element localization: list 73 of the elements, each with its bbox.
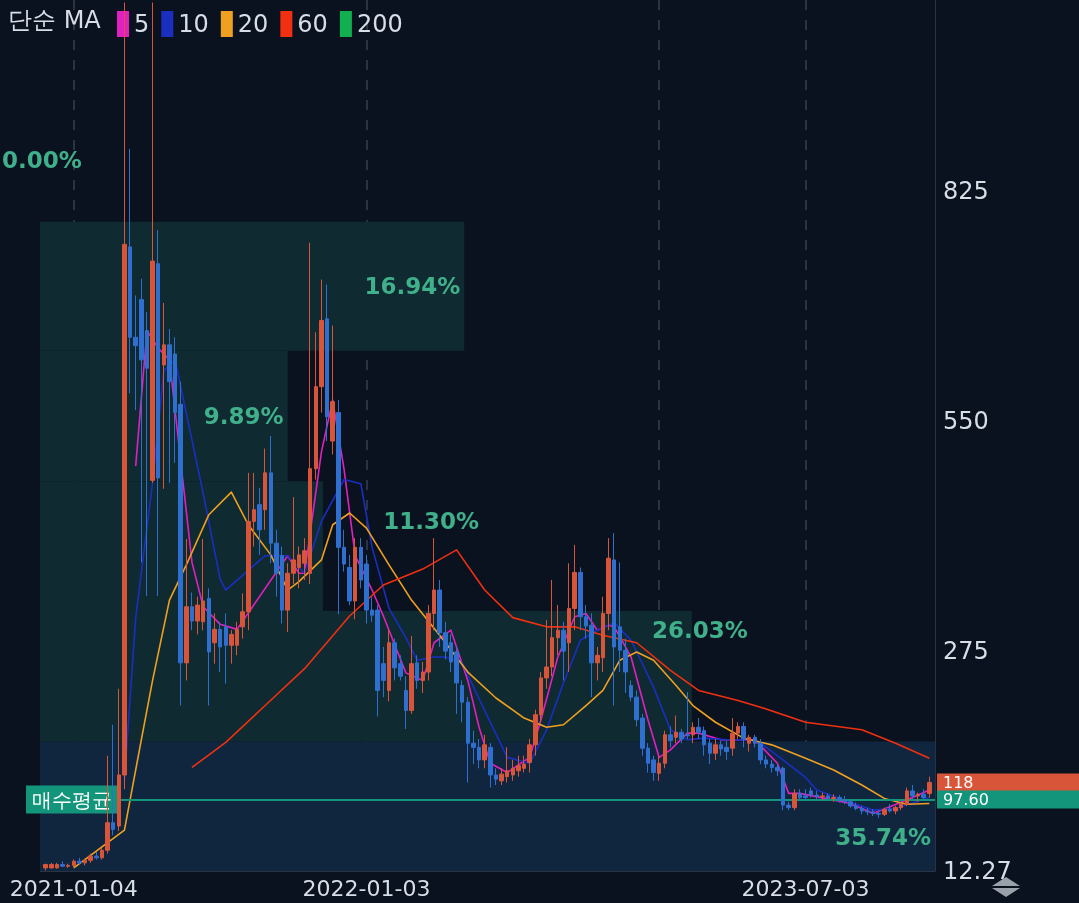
- legend-title: 단순 MA: [8, 6, 102, 34]
- candlestick: [916, 792, 920, 803]
- candlestick: [404, 675, 408, 730]
- candlestick: [190, 592, 194, 631]
- candlestick: [263, 448, 267, 531]
- candlestick: [111, 724, 115, 836]
- candlestick: [347, 554, 352, 606]
- candlestick: [415, 654, 419, 690]
- x-tick-label: 2023-07-03: [741, 875, 870, 901]
- y-tick-label: 825: [943, 176, 989, 205]
- y-tick-label: 275: [943, 637, 989, 666]
- band-label: 11.30%: [383, 507, 479, 534]
- candlestick: [330, 325, 335, 455]
- y-tick-label: 12.27: [943, 857, 1012, 885]
- candlestick: [224, 612, 228, 685]
- candlestick: [815, 790, 819, 800]
- candlestick: [561, 621, 566, 681]
- y-tick-label: 550: [943, 406, 989, 435]
- band-label: 35.74%: [835, 823, 931, 850]
- band-label: 26.03%: [652, 617, 748, 644]
- candlestick: [888, 803, 892, 814]
- candlestick: [792, 788, 797, 811]
- candlestick: [831, 793, 836, 803]
- candlestick: [353, 537, 357, 620]
- candlestick: [387, 629, 391, 702]
- candlestick: [905, 787, 909, 807]
- candlestick: [663, 730, 667, 769]
- candlestick: [94, 851, 99, 861]
- candlestick: [882, 807, 887, 817]
- candlestick: [921, 788, 926, 800]
- annotation: 0.00%: [2, 147, 82, 173]
- candlestick: [218, 621, 222, 673]
- candlestick: [612, 532, 616, 707]
- candlestick: [409, 635, 414, 715]
- candlestick: [482, 734, 487, 769]
- band-label: 16.94%: [364, 273, 461, 300]
- candlestick: [747, 734, 751, 753]
- candlestick: [325, 284, 329, 442]
- x-tick-label: 2021-01-04: [9, 875, 138, 901]
- candlestick: [826, 792, 830, 802]
- candlestick: [691, 721, 695, 744]
- band-label: 9.89%: [203, 402, 284, 429]
- text: 97.60: [943, 790, 989, 810]
- candlestick: [713, 738, 718, 761]
- candlestick: [910, 784, 915, 800]
- candlestick: [77, 857, 82, 866]
- candlestick: [150, 2, 155, 484]
- legend-label: 20: [237, 10, 269, 38]
- candlestick: [72, 859, 76, 868]
- candlestick: [156, 229, 160, 597]
- candlestick: [212, 612, 217, 665]
- candlestick: [927, 776, 932, 799]
- candlestick: [460, 679, 464, 723]
- candlestick: [668, 725, 673, 748]
- line-series: [191, 549, 931, 769]
- candlestick: [66, 863, 70, 869]
- x-tick-label: 2022-01-03: [302, 875, 431, 901]
- candlestick: [820, 792, 825, 801]
- candlestick: [556, 604, 560, 656]
- candlestick: [657, 755, 661, 782]
- legend-label: 200: [356, 10, 403, 38]
- candlestick: [674, 715, 678, 744]
- legend-label: 60: [297, 10, 328, 38]
- candlestick: [741, 721, 746, 748]
- candlestick: [257, 487, 262, 556]
- legend-label: 10: [178, 10, 209, 38]
- candlestick: [184, 538, 189, 681]
- candlestick: [207, 587, 211, 707]
- legend-label: 5: [134, 10, 150, 38]
- candlestick: [708, 738, 712, 765]
- text: 118: [943, 773, 974, 793]
- candlestick: [162, 302, 166, 490]
- candlestick: [60, 860, 65, 868]
